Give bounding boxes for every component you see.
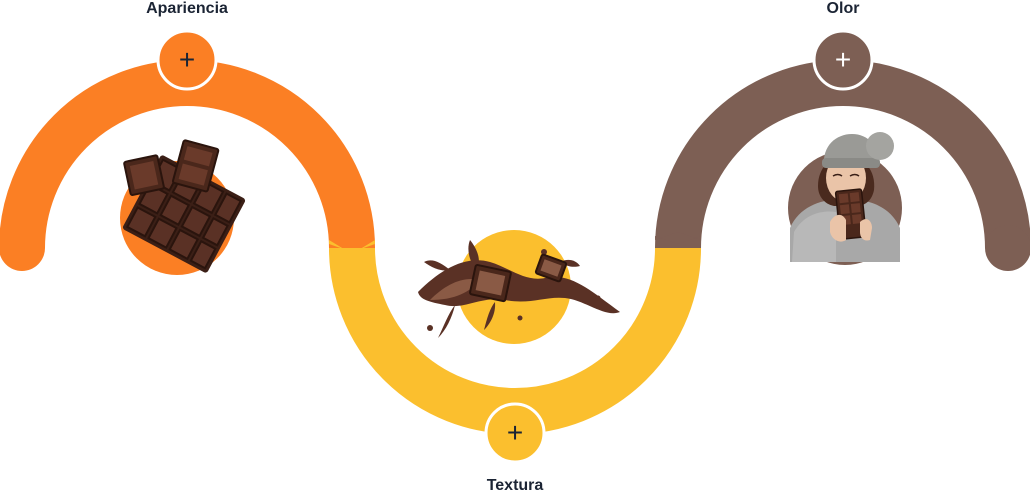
apariencia-plus-button[interactable]: + bbox=[158, 31, 216, 89]
olor-plus-button[interactable]: + bbox=[814, 31, 872, 89]
textura-label: Textura bbox=[487, 477, 544, 495]
chocolate-splash-icon bbox=[418, 230, 620, 344]
olor-label: Olor bbox=[827, 0, 860, 18]
textura-plus-symbol: + bbox=[507, 417, 523, 448]
apariencia-label: Apariencia bbox=[146, 0, 228, 18]
apariencia-plus-symbol: + bbox=[179, 44, 195, 75]
textura-plus-button[interactable]: + bbox=[486, 404, 544, 462]
olor-arc-end-cap bbox=[985, 225, 1030, 271]
olor-plus-symbol: + bbox=[835, 44, 851, 75]
woman-smelling-chocolate-icon bbox=[788, 132, 902, 265]
chocolate-bar-pieces-icon bbox=[120, 140, 246, 275]
